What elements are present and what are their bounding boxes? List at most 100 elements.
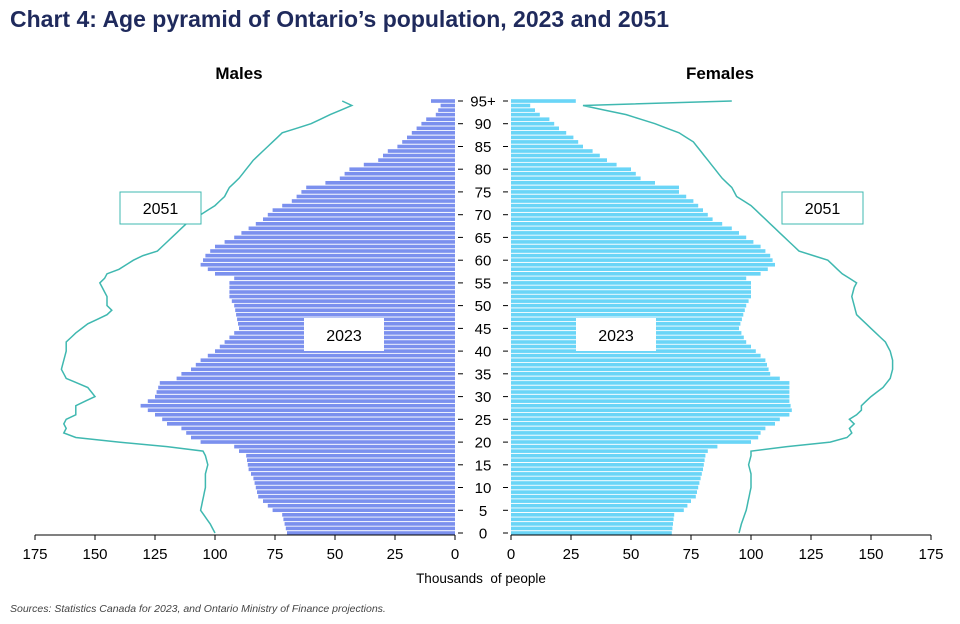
female-2023-bar [511,262,775,267]
male-2023-bar [229,281,455,285]
female-2023-bar [511,372,771,376]
x-tick-label: 175 [918,546,943,563]
male-2023-bar [272,208,455,212]
female-2023-bar [511,312,744,317]
female-2023-bar [511,258,773,262]
male-2023-bar [203,258,455,262]
female-2023-bar [511,476,701,481]
male-2023-bar [191,435,455,440]
x-tick-label: 25 [387,546,404,563]
female-2023-bar [511,144,583,149]
male-2023-bar [210,249,455,253]
age-tick-label: 5 [479,503,487,520]
male-2023-bar [239,449,455,453]
female-2023-bar [511,176,641,181]
female-2023-bar [511,121,555,126]
male-2023-bar [344,171,455,176]
female-2023-bars [511,99,792,535]
males-title: Males [215,64,262,83]
male-2023-bar [438,108,455,112]
male-2023-bar [255,222,455,226]
male-2023-bar [287,531,455,535]
age-tick-label: 65 [475,230,492,247]
female-2023-bar [511,376,780,381]
female-2023-bar [511,408,792,413]
male-2023-bar [397,144,455,149]
female-2023-bar [511,126,559,131]
male-2023-bar [162,417,455,422]
male-2023-bar [191,367,455,372]
age-tick-label: 20 [475,435,492,452]
male-2023-bar [234,444,455,449]
female-2023-bar [511,453,706,458]
male-2023-bar [255,485,455,490]
female-2023-bar [511,508,684,513]
x-tick-label: 150 [82,546,107,563]
male-2023-bar [234,303,455,308]
female-2023-bar [511,308,745,313]
male-2023-bar [181,372,455,376]
age-tick-label: 15 [475,457,492,474]
female-2023-bar [511,249,766,253]
male-2023-bar [387,149,455,153]
male-2023-bar [159,381,456,385]
female-2023-bar [511,353,761,358]
male-2023-bar [284,522,455,526]
male-2023-bar [426,117,455,122]
source-note: Sources: Statistics Canada for 2023, and… [10,603,386,615]
female-2023-bar [511,303,747,308]
x-tick-label: 125 [798,546,823,563]
female-2023-bar [511,212,708,217]
male-2023-bar [282,203,455,208]
male-2023-bar [229,285,455,290]
female-2023-bar [511,253,771,258]
female-2023-bar [511,390,790,394]
female-2023-bar [511,299,749,303]
male-2023-bar [248,467,455,472]
female-2023-bar [511,272,761,276]
female-2023-bar [511,281,751,285]
females-title: Females [686,64,754,83]
female-2023-bar [511,217,713,222]
female-2023-bar [511,208,703,212]
female-2051-line [582,100,894,534]
female-2023-bar [511,131,567,135]
male-2023-bar [231,299,455,303]
male-2023-bar [224,240,455,244]
age-tick-label: 25 [475,412,492,429]
right-x-ticks: 175 150 125 100 75 50 25 0 [507,535,944,563]
female-2023-bar [511,503,688,508]
female-2023-bar [511,385,790,390]
female-2023-bar [511,222,723,226]
age-tick-label: 80 [475,162,492,179]
female-2023-bar [511,167,631,172]
male-2023-bar [155,394,455,399]
female-2023-bar [511,103,531,108]
female-2023-bar [511,199,694,203]
female-2023-bar [511,467,703,472]
x-tick-label: 50 [327,546,344,563]
svg-text:2023: 2023 [598,328,634,345]
x-tick-label: 75 [683,546,700,563]
female-2023-bar [511,112,540,117]
male-2023-bar [407,135,455,140]
male-2023-bar [200,358,455,363]
male-2023-bar [241,231,455,235]
male-2023-bar [234,235,455,240]
female-2023-bar [511,394,790,399]
x-tick-label: 100 [738,546,763,563]
age-tick-label: 60 [475,253,492,270]
male-2023-bar [248,226,455,231]
age-tick-label: 0 [479,526,487,543]
male-2023-label: 2023 [304,318,384,351]
female-2023-bar [511,153,600,158]
male-2023-bar [215,349,455,353]
male-2023-bar [181,426,455,431]
male-2023-bar [306,185,455,190]
female-2023-bar [511,422,775,426]
male-2023-bar [291,199,455,203]
male-2023-bar [195,362,456,367]
female-2023-bar [511,358,766,363]
male-2023-bar [258,494,455,499]
svg-text:2051: 2051 [805,201,841,218]
